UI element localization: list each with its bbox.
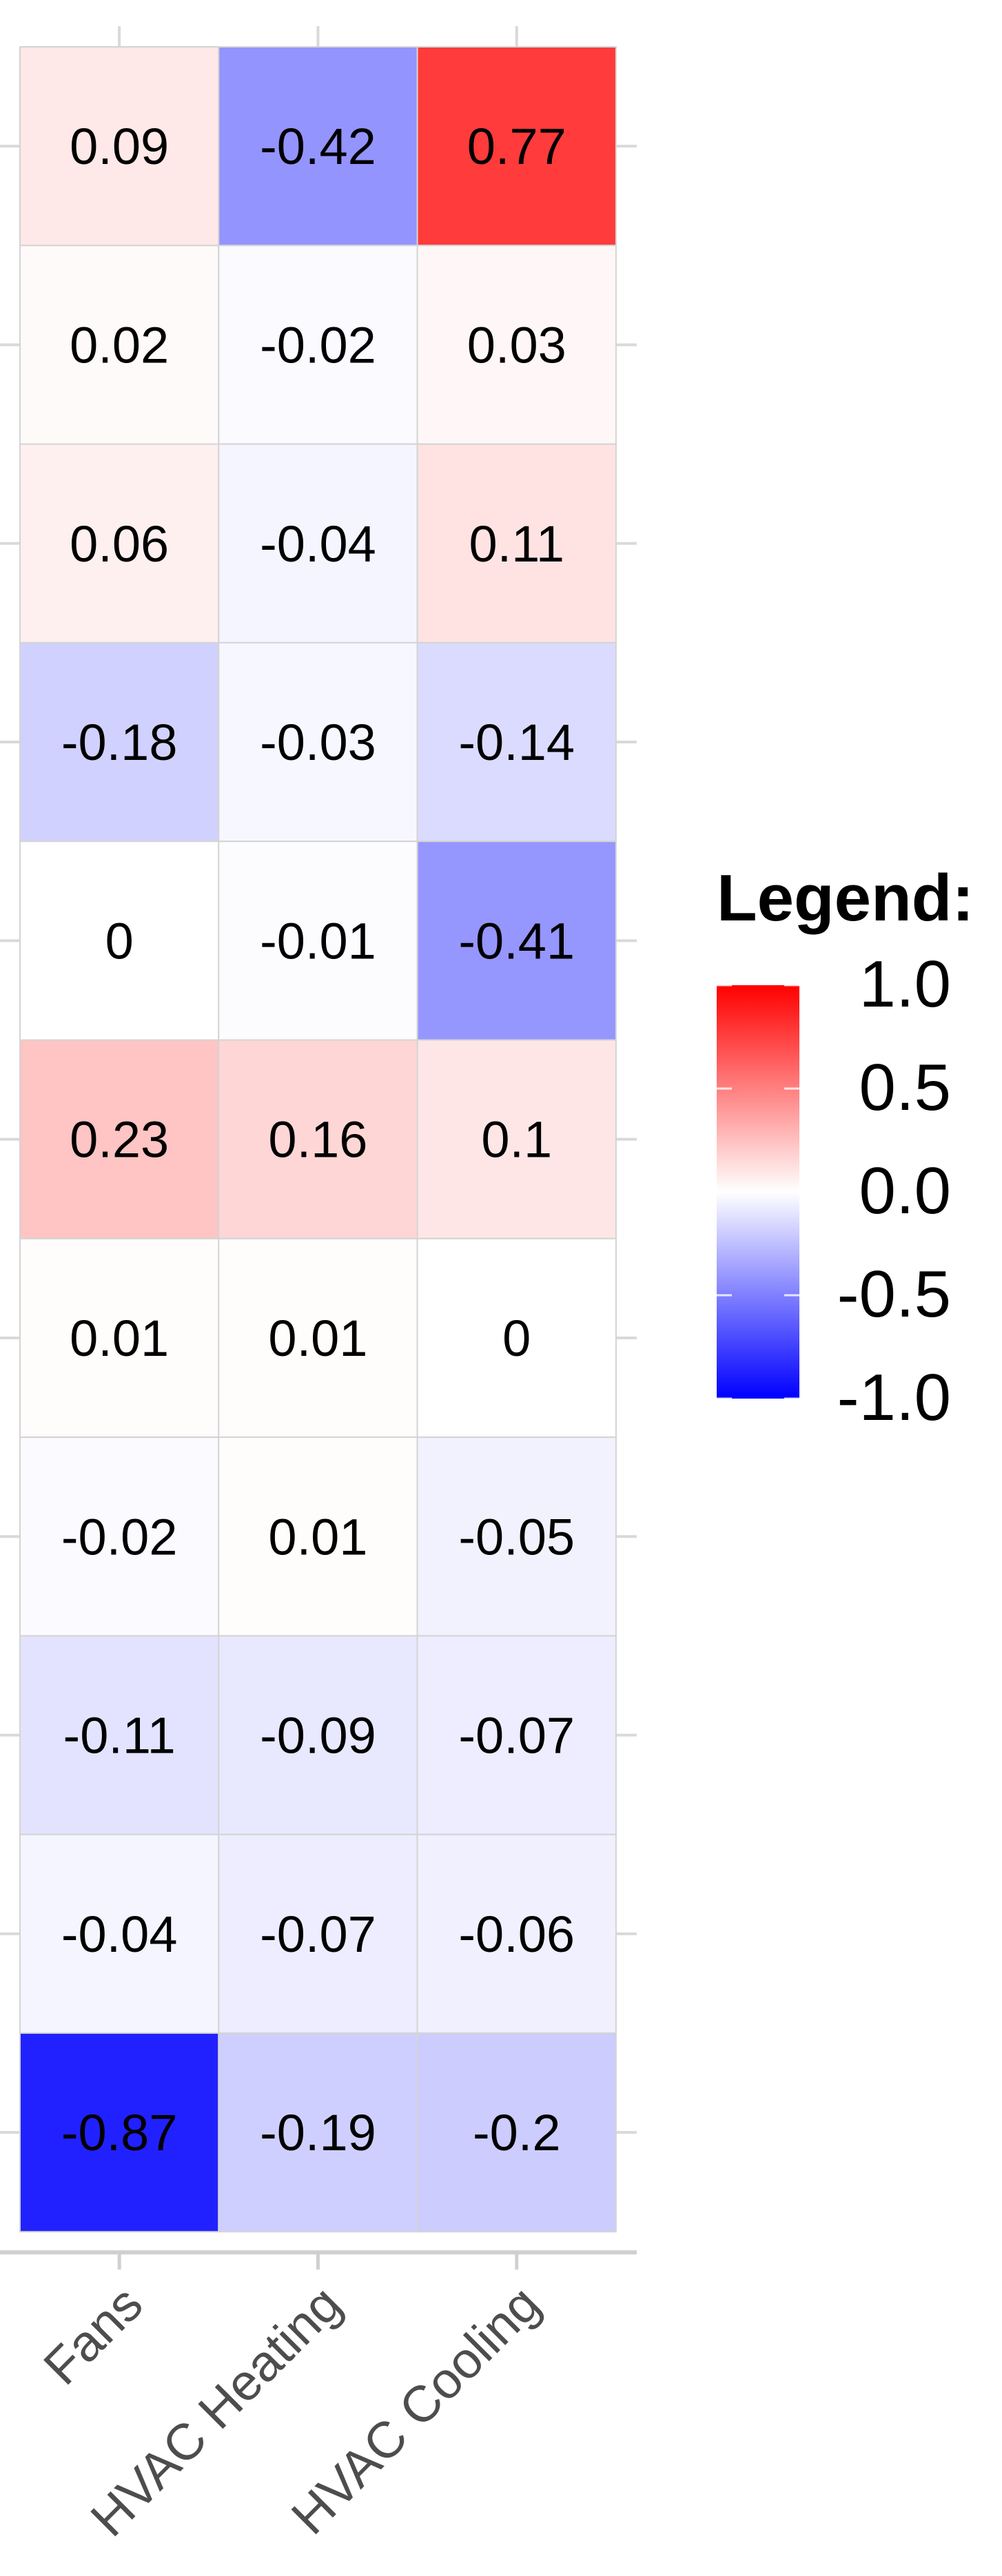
legend-tick-label: 1.0	[859, 947, 951, 1021]
cell-value-label: 0.16	[268, 1111, 367, 1168]
heatmap-cell	[19, 1833, 220, 2034]
cell-value-labels: 0.09 -0.42 0.77 0.02 -0.02 0.03 0.06 -0.04 0.11 -…	[61, 118, 575, 2161]
cell-value-label: -0.04	[260, 515, 376, 573]
heatmap-cell	[218, 1237, 418, 1439]
heatmap-cell	[218, 245, 418, 445]
heatmap-cell	[218, 2032, 418, 2233]
cell-value-label: 0	[105, 912, 134, 969]
heatmap-cell	[19, 641, 220, 843]
cell-value-label: -0.07	[260, 1906, 376, 1963]
legend-ticks: 1.0 0.5 0.0 -0.5 -1.0	[717, 947, 951, 1434]
cell-value-label: -0.06	[458, 1906, 575, 1963]
cell-value-label: -0.03	[260, 714, 376, 771]
cell-value-label: -0.42	[260, 118, 376, 175]
heatmap-cell	[416, 2032, 617, 2233]
cell-value-label: -0.19	[260, 2104, 376, 2161]
x-tick-label: Fans	[32, 2275, 153, 2395]
cell-value-label: -0.02	[61, 1508, 178, 1565]
heatmap-cell	[19, 245, 220, 445]
cell-value-label: 0.77	[467, 118, 566, 175]
cell-value-label: 0.06	[70, 515, 169, 573]
cell-value-label: 0	[502, 1310, 531, 1367]
legend-tick-label: -0.5	[837, 1257, 951, 1331]
cell-value-label: 0.11	[469, 515, 564, 573]
heatmap-cell	[416, 1237, 617, 1439]
cell-value-label: 0.23	[70, 1111, 169, 1168]
heatmap-cell	[218, 443, 418, 643]
heatmap-cell	[19, 1237, 220, 1439]
cell-value-label: -0.01	[260, 912, 376, 969]
cell-value-label: -0.41	[458, 912, 575, 969]
heatmap-cell	[19, 841, 220, 1041]
cell-value-label: 0.01	[268, 1310, 367, 1367]
heatmap-cells	[19, 46, 617, 2233]
heatmap-cell	[416, 443, 617, 643]
legend-tick-label: -1.0	[837, 1361, 951, 1434]
cell-value-label: -0.11	[63, 1707, 176, 1764]
cell-value-label: 0.01	[268, 1508, 367, 1565]
cell-value-label: -0.02	[260, 316, 376, 373]
heatmap-cell	[218, 1833, 418, 2034]
cell-value-label: -0.18	[61, 714, 178, 771]
cell-value-label: -0.07	[458, 1707, 575, 1764]
heatmap-cell	[218, 841, 418, 1041]
cell-value-label: -0.09	[260, 1707, 376, 1764]
legend-tick-label: 0.0	[859, 1154, 951, 1228]
heatmap-cell	[218, 1635, 418, 1835]
heatmap-cell	[416, 245, 617, 445]
cell-value-label: -0.2	[473, 2104, 561, 2161]
cell-value-label: -0.05	[458, 1508, 575, 1565]
cell-value-label: -0.04	[61, 1906, 178, 1963]
heatmap-cell	[416, 1833, 617, 2034]
heatmap-cell	[19, 46, 220, 247]
cell-value-label: -0.14	[458, 714, 575, 771]
legend-title: Legend:	[717, 861, 974, 935]
legend-tick-label: 0.5	[859, 1051, 951, 1124]
heatmap-cell	[218, 46, 418, 247]
legend: Legend: 1.0 0.5 0.0 -0.5 -1.0	[717, 861, 974, 1434]
cell-value-label: -0.87	[61, 2104, 178, 2161]
heatmap-cell	[218, 641, 418, 843]
cell-value-label: 0.03	[467, 316, 566, 373]
heatmap-cell	[416, 841, 617, 1041]
cell-value-label: 0.1	[481, 1111, 552, 1168]
heatmap-cell	[416, 1635, 617, 1835]
heatmap-cell	[19, 1039, 220, 1239]
heatmap-cell	[416, 641, 617, 843]
heatmap-cell	[218, 1039, 418, 1239]
cell-value-label: 0.02	[70, 316, 169, 373]
cell-value-label: 0.01	[70, 1310, 169, 1367]
heatmap-cell	[19, 443, 220, 643]
heatmap-cell	[416, 1436, 617, 1637]
cell-value-label: 0.09	[70, 118, 169, 175]
heatmap-cell	[218, 1436, 418, 1637]
grid-lines	[0, 26, 637, 2134]
